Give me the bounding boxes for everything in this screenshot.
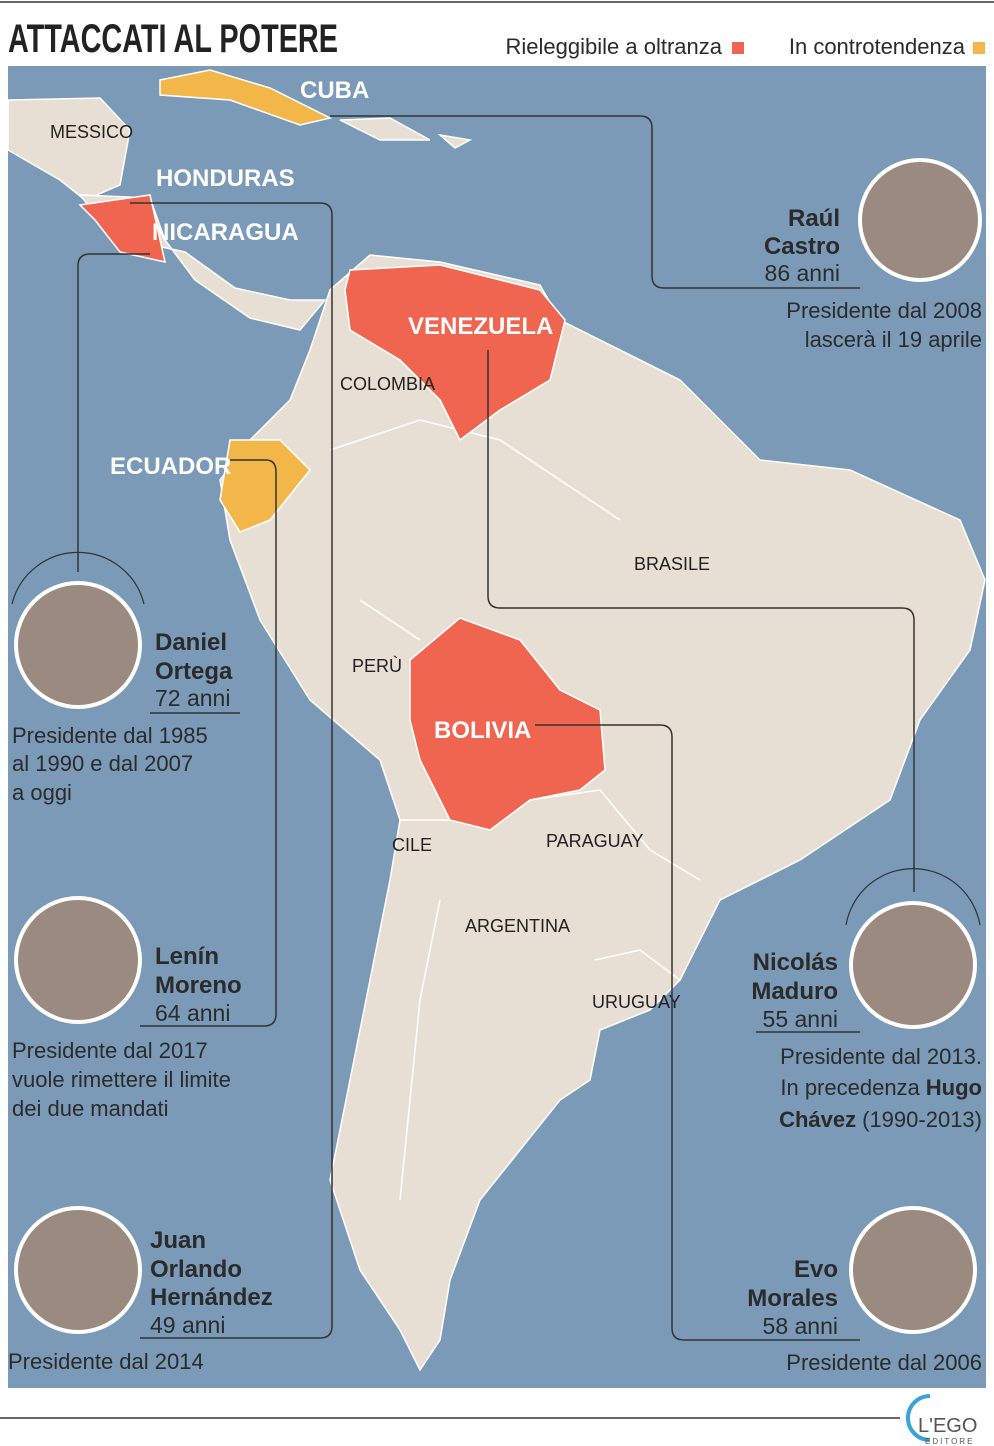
borders	[329, 419, 701, 1201]
leader-name: Hernández	[150, 1284, 273, 1311]
country-label: MESSICO	[50, 122, 133, 142]
leader-desc: vuole rimettere il limite	[12, 1067, 231, 1092]
connector	[535, 724, 860, 1341]
country-label: ECUADOR	[110, 453, 231, 480]
leader-desc: Chávez (1990-2013)	[779, 1107, 982, 1132]
legend-label: Rieleggibile a oltranza	[506, 34, 723, 59]
leader-age: 64 anni	[155, 1000, 230, 1026]
leader-age: 55 anni	[763, 1006, 838, 1032]
leader-desc: Presidente dal 2008	[786, 298, 982, 323]
leader-desc: Presidente dal 2014	[8, 1349, 204, 1374]
leader-maduro: Nicolás Maduro 55 anni Presidente dal 20…	[751, 868, 982, 1132]
photo	[14, 1206, 142, 1334]
leader-name: Maduro	[751, 978, 838, 1005]
leader-hernandez: Juan Orlando Hernández 49 anni President…	[8, 1206, 273, 1374]
leader-desc: a oggi	[12, 780, 72, 805]
venezuela	[344, 264, 566, 442]
leader-name: Lenín	[155, 943, 219, 970]
leader-desc: Presidente dal 2013.	[780, 1044, 982, 1069]
title: ATTACCATI AL POTERE	[8, 17, 338, 61]
leader-age: 72 anni	[155, 685, 230, 711]
legend-swatch	[732, 42, 744, 54]
leader-desc: al 1990 e dal 2007	[12, 751, 193, 776]
connector	[77, 253, 150, 572]
leader-age: 86 anni	[765, 260, 840, 286]
photo	[858, 158, 982, 282]
photo	[14, 581, 142, 709]
ecuador	[219, 439, 312, 533]
leader-age: 58 anni	[763, 1313, 838, 1339]
leader-name: Daniel	[155, 629, 227, 656]
leader-castro: Raúl Castro 86 anni Presidente dal 2008 …	[764, 158, 982, 352]
country-label: BOLIVIA	[434, 717, 531, 744]
leader-desc: Presidente dal 1985	[12, 723, 208, 748]
connector	[130, 202, 333, 1339]
connectors	[77, 115, 915, 1341]
ring	[845, 868, 981, 926]
leader-name: Ortega	[155, 658, 233, 685]
ring	[11, 551, 145, 605]
leader-name: Castro	[764, 233, 840, 260]
leader-ortega: Daniel Ortega 72 anni Presidente dal 198…	[11, 551, 233, 805]
leader-name: Morales	[747, 1285, 838, 1312]
leader-age: 49 anni	[150, 1312, 225, 1338]
desc-part: In precedenza	[780, 1075, 920, 1100]
country-label: COLOMBIA	[340, 374, 435, 394]
logo-sub: EDITORE	[925, 1437, 974, 1446]
connector	[140, 459, 277, 1027]
photo	[849, 901, 977, 1029]
caribbean	[339, 117, 473, 149]
logo: L'EGO	[918, 1415, 977, 1437]
leader-name: Moreno	[155, 972, 242, 999]
map: CUBA MESSICO HONDURAS NICARAGUA VENEZUEL…	[7, 66, 986, 1388]
desc-part: Chávez	[779, 1107, 856, 1132]
cuba	[159, 69, 333, 126]
leader-name: Juan	[150, 1227, 206, 1254]
country-label: HONDURAS	[156, 165, 295, 192]
bolivia	[409, 617, 606, 831]
photo	[849, 1206, 977, 1334]
leader-name: Raúl	[788, 205, 840, 232]
leader-morales: Evo Morales 58 anni Presidente dal 2006	[747, 1206, 982, 1375]
leader-desc: In precedenza Hugo	[780, 1075, 982, 1100]
country-label: URUGUAY	[592, 992, 681, 1012]
country-label: VENEZUELA	[408, 313, 553, 340]
leader-name: Nicolás	[753, 949, 838, 976]
country-label: ARGENTINA	[465, 916, 570, 936]
country-label: PARAGUAY	[546, 831, 643, 851]
leader-desc: Presidente dal 2017	[12, 1038, 208, 1063]
country-label: BRASILE	[634, 554, 710, 574]
legend-label: In controtendenza	[789, 34, 966, 59]
mexico	[7, 97, 131, 201]
desc-part: (1990-2013)	[862, 1107, 982, 1132]
country-label: PERÙ	[352, 655, 402, 676]
leader-name: Evo	[794, 1256, 838, 1283]
country-label: NICARAGUA	[152, 219, 299, 246]
leader-desc: Presidente dal 2006	[786, 1350, 982, 1375]
connector	[330, 115, 860, 289]
photo	[14, 896, 142, 1024]
honduras-nicaragua	[78, 194, 166, 263]
leader-desc: lascerà il 19 aprile	[805, 327, 982, 352]
connector	[487, 350, 915, 892]
leader-name: Orlando	[150, 1256, 242, 1283]
country-label: CILE	[392, 835, 432, 855]
legend-swatch	[973, 42, 985, 54]
desc-part: Hugo	[926, 1075, 982, 1100]
leader-moreno: Lenín Moreno 64 anni Presidente dal 2017…	[12, 896, 242, 1121]
logo-mark	[906, 1394, 931, 1442]
country-label: CUBA	[300, 77, 369, 104]
leader-desc: dei due mandati	[12, 1096, 169, 1121]
